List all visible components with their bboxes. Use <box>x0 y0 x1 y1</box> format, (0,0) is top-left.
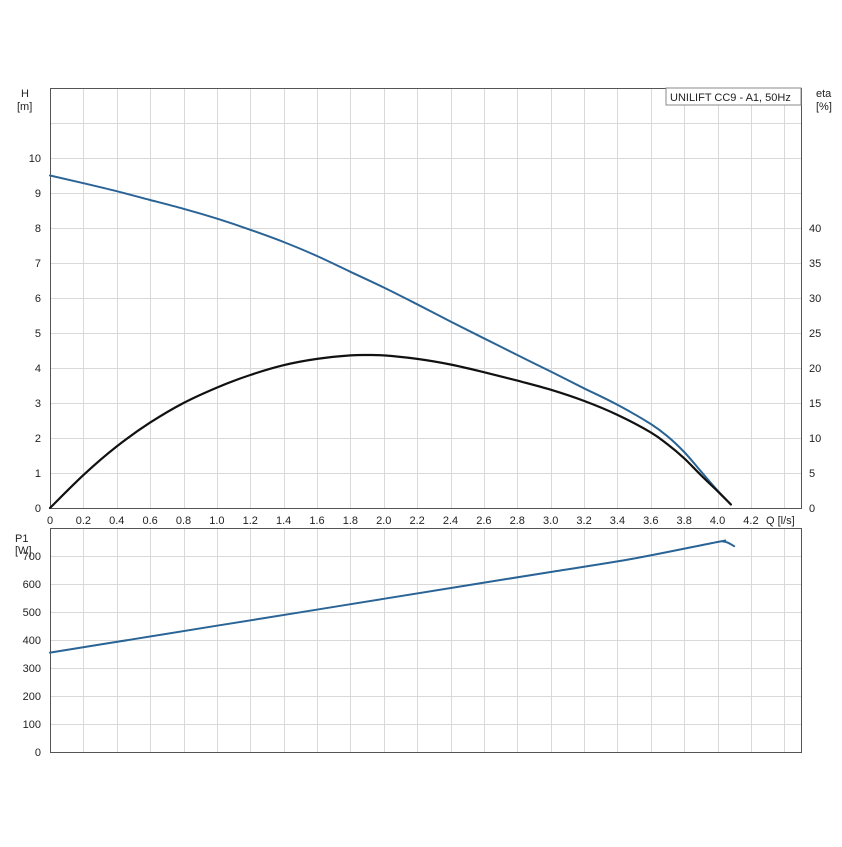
y-tick-label-bottom: 100 <box>23 719 41 731</box>
x-tick-label: 0.4 <box>109 515 124 527</box>
y-tick-label-bottom: 400 <box>23 635 41 647</box>
top-plot-series <box>48 174 732 510</box>
x-tick-label: 0.2 <box>76 515 91 527</box>
efficiency-curve-line <box>48 353 732 510</box>
y-tick-label-right: 30 <box>809 293 821 305</box>
bottom-plot-frame <box>50 528 802 753</box>
x-tick-label: 2.4 <box>443 515 458 527</box>
y-tick-label-left: 3 <box>35 398 41 410</box>
legend-box <box>665 87 802 106</box>
x-tick-label: 1.0 <box>209 515 224 527</box>
y-tick-label-bottom: 500 <box>23 607 41 619</box>
y-tick-label-left: 0 <box>35 503 41 515</box>
x-tick-label: 1.6 <box>309 515 324 527</box>
bottom-plot-grid <box>50 528 801 753</box>
x-tick-label: 0.6 <box>142 515 157 527</box>
x-axis-label: Q [l/s] <box>766 515 795 527</box>
y-axis-left-unit: [m] <box>17 101 32 113</box>
y-tick-label-left: 7 <box>35 258 41 270</box>
x-tick-label: 2.0 <box>376 515 391 527</box>
x-tick-label: 1.8 <box>343 515 358 527</box>
x-tick-label: 2.8 <box>510 515 525 527</box>
y-tick-label-left: 2 <box>35 433 41 445</box>
y-axis-bottom-name: P1 <box>15 533 28 545</box>
top-plot-frame <box>50 88 802 509</box>
y-tick-label-left: 1 <box>35 468 41 480</box>
top-plot-grid <box>50 88 801 509</box>
x-tick-label: 1.4 <box>276 515 291 527</box>
x-tick-label: 4.0 <box>710 515 725 527</box>
x-tick-label: 3.2 <box>576 515 591 527</box>
x-tick-label: 1.2 <box>243 515 258 527</box>
x-tick-label: 0 <box>47 515 53 527</box>
head-curve-line <box>49 174 732 506</box>
y-axis-right-unit: [%] <box>816 101 832 113</box>
y-tick-label-left: 6 <box>35 293 41 305</box>
y-tick-label-right: 40 <box>809 223 821 235</box>
x-tick-label: 3.4 <box>610 515 625 527</box>
y-tick-label-left: 10 <box>29 153 41 165</box>
y-tick-label-right: 25 <box>809 328 821 340</box>
y-tick-label-bottom: 300 <box>23 663 41 675</box>
y-tick-label-bottom: 600 <box>23 579 41 591</box>
tick-labels: 0 0.2 0.4 0.6 0.8 1.0 1.2 1.4 1.6 1.8 2.0 2.2 2.4 2.6… <box>23 153 822 759</box>
y-tick-label-left: 4 <box>35 363 41 375</box>
y-tick-label-left: 9 <box>35 188 41 200</box>
y-axis-left-name: H <box>21 88 29 100</box>
y-tick-label-right: 5 <box>809 468 815 480</box>
x-tick-label: 4.2 <box>743 515 758 527</box>
y-tick-label-left: 8 <box>35 223 41 235</box>
y-tick-label-right: 20 <box>809 363 821 375</box>
y-tick-label-right: 35 <box>809 258 821 270</box>
x-tick-label: 3.6 <box>643 515 658 527</box>
y-tick-label-left: 5 <box>35 328 41 340</box>
power-curve-line <box>49 539 736 654</box>
y-tick-label-right: 10 <box>809 433 821 445</box>
y-tick-label-bottom: 0 <box>35 747 41 759</box>
y-axis-bottom-unit: [W] <box>15 545 32 557</box>
x-tick-label: 3.8 <box>677 515 692 527</box>
x-tick-label: 2.2 <box>410 515 425 527</box>
y-tick-label-right: 0 <box>809 503 815 515</box>
x-tick-label: 2.6 <box>476 515 491 527</box>
x-tick-label: 3.0 <box>543 515 558 527</box>
y-tick-label-right: 15 <box>809 398 821 410</box>
bottom-plot-series <box>49 539 736 654</box>
legend-label: UNILIFT CC9 - A1, 50Hz <box>670 92 791 104</box>
y-tick-label-bottom: 700 <box>23 551 41 563</box>
y-axis-right-name: eta <box>816 88 832 100</box>
y-tick-label-bottom: 200 <box>23 691 41 703</box>
x-tick-label: 0.8 <box>176 515 191 527</box>
